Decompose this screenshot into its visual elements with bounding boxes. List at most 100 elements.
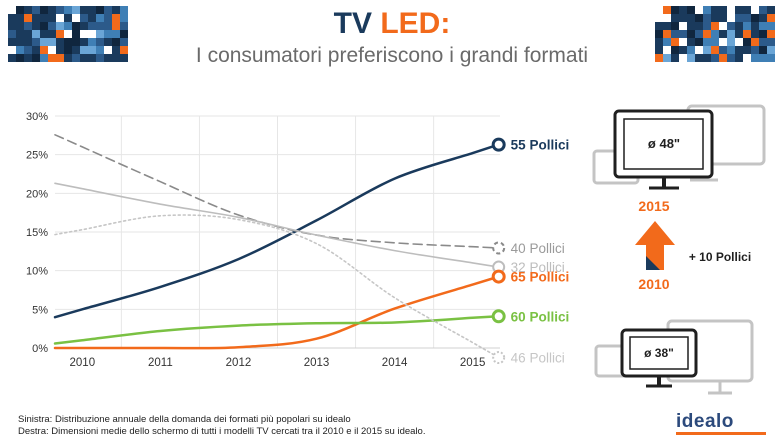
mosaic-pixel [104, 54, 112, 62]
mosaic-pixel [16, 6, 24, 14]
mosaic-pixel [759, 46, 767, 54]
mosaic-pixel [16, 14, 24, 22]
series-line-65-pollici [53, 275, 500, 350]
mosaic-pixel [80, 54, 88, 62]
mosaic-pixel [679, 38, 687, 46]
mosaic-pixel [719, 46, 727, 54]
y-tick-label: 20% [26, 188, 48, 200]
mosaic-pixel [727, 14, 735, 22]
mosaic-pixel [64, 38, 72, 46]
mosaic-pixel [711, 46, 719, 54]
mosaic-pixel [80, 22, 88, 30]
mosaic-pixel [64, 46, 72, 54]
page-subtitle: I consumatori preferiscono i grandi form… [195, 44, 589, 67]
mosaic-pixel [735, 6, 743, 14]
y-tick-label: 15% [26, 227, 48, 239]
up-arrow-icon [635, 221, 675, 270]
mosaic-pixel [751, 38, 759, 46]
mosaic-pixel [104, 38, 112, 46]
mosaic-pixel [719, 54, 727, 62]
mosaic-pixel [80, 38, 88, 46]
series-line-55-pollici [53, 143, 500, 319]
tv-comparison-panel: ø 48" 2015 + 10 Pollici 2010 ø 38" [592, 104, 766, 395]
mosaic-pixel [48, 22, 56, 30]
mosaic-pixel [695, 46, 703, 54]
series-label: 65 Pollici [511, 270, 570, 285]
mosaic-pixel [655, 46, 663, 54]
year-2010-label: 2010 [638, 276, 669, 292]
mosaic-pixel [96, 30, 104, 38]
mosaic-pixel [120, 46, 128, 54]
pixel-mosaic-left [8, 6, 128, 62]
mosaic-pixel [663, 38, 671, 46]
mosaic-pixel [112, 22, 120, 30]
mosaic-pixel [759, 54, 767, 62]
mosaic-pixel [40, 54, 48, 62]
series-label: 32 Pollici [511, 260, 565, 275]
idealo-logo[interactable]: idealo [676, 411, 734, 432]
mosaic-pixel [655, 38, 663, 46]
mosaic-pixel [759, 14, 767, 22]
mosaic-pixel [104, 30, 112, 38]
mosaic-pixel [120, 54, 128, 62]
x-tick-label: 2011 [148, 357, 173, 369]
x-tick-label: 2015 [460, 357, 486, 369]
size-2015-label: ø 48" [648, 136, 680, 151]
mosaic-pixel [16, 46, 24, 54]
mosaic-pixel [16, 54, 24, 62]
footnote-right: Destra: Dimensioni medie dello schermo d… [18, 426, 426, 437]
mosaic-pixel [655, 30, 663, 38]
mosaic-pixel [88, 30, 96, 38]
mosaic-pixel [727, 46, 735, 54]
mosaic-pixel [759, 22, 767, 30]
series-end-marker [491, 269, 506, 284]
x-tick-label: 2010 [70, 357, 96, 369]
mosaic-pixel [727, 38, 735, 46]
tv-large-2015: ø 48" [613, 109, 714, 190]
mosaic-pixel [24, 38, 32, 46]
mosaic-pixel [96, 6, 104, 14]
mosaic-pixel [56, 30, 64, 38]
mosaic-pixel [72, 54, 80, 62]
chart-grid [55, 115, 500, 349]
mosaic-pixel [64, 6, 72, 14]
mosaic-pixel [40, 46, 48, 54]
mosaic-pixel [767, 22, 775, 30]
line-chart: 0% 5% 10% 15% 20% 25% 30% 2010 2011 2012 2013 2014… [26, 104, 766, 395]
mosaic-pixel [48, 30, 56, 38]
mosaic-pixel [64, 54, 72, 62]
mosaic-pixel [88, 6, 96, 14]
mosaic-pixel [72, 30, 80, 38]
mosaic-pixel [56, 6, 64, 14]
y-tick-label: 25% [26, 150, 48, 162]
mosaic-pixel [703, 46, 711, 54]
mosaic-pixel [8, 22, 16, 30]
series-end-marker [492, 351, 506, 365]
mosaic-pixel [112, 54, 120, 62]
title-led: LED: [380, 7, 451, 40]
mosaic-pixel [703, 30, 711, 38]
mosaic-pixel [655, 54, 663, 62]
series-line-32-pollici [54, 182, 500, 268]
tv-small-2010: ø 38" [620, 328, 698, 388]
mosaic-pixel [80, 6, 88, 14]
mosaic-pixel [679, 54, 687, 62]
mosaic-pixel [743, 46, 751, 54]
mosaic-pixel [735, 30, 743, 38]
mosaic-pixel [679, 14, 687, 22]
mosaic-pixel [64, 14, 72, 22]
mosaic-pixel [703, 14, 711, 22]
mosaic-pixel [80, 14, 88, 22]
mosaic-pixel [711, 22, 719, 30]
page-title: TV LED: [0, 8, 784, 40]
series-end-marker [491, 137, 506, 152]
mosaic-pixel [120, 38, 128, 46]
mosaic-pixel [104, 46, 112, 54]
mosaic-pixel [32, 30, 40, 38]
mosaic-pixel [40, 22, 48, 30]
mosaic-pixel [727, 30, 735, 38]
mosaic-pixel [719, 30, 727, 38]
y-tick-label: 30% [26, 111, 48, 123]
mosaic-pixel [695, 22, 703, 30]
